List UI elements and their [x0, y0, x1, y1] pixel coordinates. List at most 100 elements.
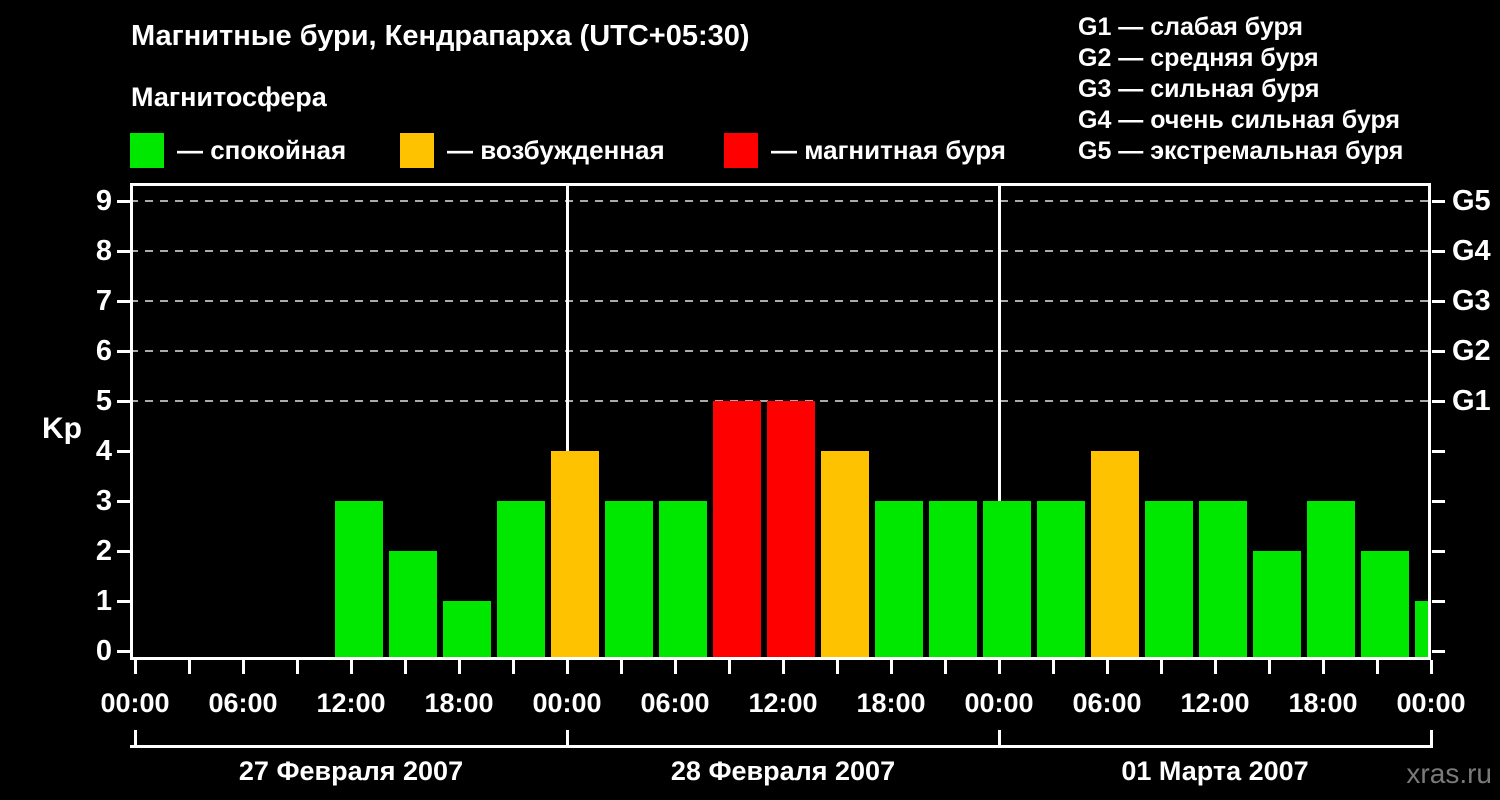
x-axis-tick [1430, 660, 1433, 674]
y-axis-tick-label: 4 [95, 435, 112, 467]
date-label: 28 Февраля 2007 [670, 756, 896, 786]
right-axis-label-g2: G2 [1452, 335, 1491, 367]
x-axis-tick [1322, 660, 1325, 674]
x-axis-tick [296, 660, 299, 674]
time-tick-label: 06:00 [640, 688, 710, 718]
kp-bar [551, 451, 599, 660]
y-axis-tick-label: 2 [95, 535, 112, 567]
time-tick-label: 12:00 [316, 688, 386, 718]
right-axis-label-g4: G4 [1452, 235, 1491, 267]
x-axis-tick [350, 660, 353, 674]
kp-bar [1253, 551, 1301, 660]
x-axis-tick [728, 660, 731, 674]
kp-bar [659, 501, 707, 660]
kp-bar [1199, 501, 1247, 660]
time-tick-label: 06:00 [1072, 688, 1142, 718]
right-axis-tick [1432, 600, 1445, 603]
watermark: xras.ru [1406, 758, 1492, 789]
storm-scale-g1: G1 — слабая буря [1078, 13, 1304, 41]
y-axis-tick-label: 3 [95, 485, 112, 517]
y-axis-tick-label: 9 [95, 185, 112, 217]
x-axis-tick [998, 660, 1001, 674]
time-tick-label: 06:00 [208, 688, 278, 718]
day-boundary-line [566, 183, 569, 660]
kp-bar [767, 401, 815, 660]
y-axis-tick [117, 250, 130, 253]
legend-item-excited: — возбужденная [400, 133, 665, 168]
time-tick-label: 00:00 [1396, 688, 1466, 718]
storm-scale-g4: G4 — очень сильная буря [1078, 106, 1400, 134]
right-axis-label-g1: G1 [1452, 385, 1491, 417]
day-boundary-line [998, 183, 1001, 660]
storm-scale-g5: G5 — экстремальная буря [1078, 137, 1404, 165]
y-axis-tick [117, 300, 130, 303]
x-axis-tick [242, 660, 245, 674]
date-ruler-tick [998, 730, 1001, 748]
kp-bar [1307, 501, 1355, 660]
x-axis-tick [566, 660, 569, 674]
right-axis-tick [1432, 350, 1445, 353]
time-tick-label: 12:00 [1180, 688, 1250, 718]
y-axis-tick [117, 400, 130, 403]
x-axis-tick [1052, 660, 1055, 674]
x-axis-tick [620, 660, 623, 674]
time-tick-label: 00:00 [100, 688, 170, 718]
time-tick-label: 00:00 [964, 688, 1034, 718]
legend-swatch-quiet [130, 133, 164, 168]
x-axis-tick [188, 660, 191, 674]
date-ruler-tick [1430, 730, 1433, 748]
x-axis-tick [458, 660, 461, 674]
kp-bar [875, 501, 923, 660]
kp-bar [821, 451, 869, 660]
time-tick-label: 18:00 [856, 688, 926, 718]
x-axis-tick [1268, 660, 1271, 674]
date-ruler-tick [134, 730, 137, 748]
y-axis-tick-label: 0 [95, 635, 112, 667]
grid-line-kp7 [130, 300, 1431, 302]
y-axis-tick-label: 5 [95, 385, 112, 417]
x-axis-tick [782, 660, 785, 674]
right-axis-tick [1432, 400, 1445, 403]
kp-bar [713, 401, 761, 660]
plot-area [130, 183, 1431, 660]
y-axis-tick [117, 450, 130, 453]
kp-bar [1037, 501, 1085, 660]
right-axis-tick [1432, 300, 1445, 303]
right-axis-tick [1432, 450, 1445, 453]
kp-bar [443, 601, 491, 660]
kp-bar [1145, 501, 1193, 660]
y-axis-tick [117, 600, 130, 603]
time-tick-label: 00:00 [532, 688, 602, 718]
y-axis-tick [117, 650, 130, 653]
legend-item-storm: — магнитная буря [724, 133, 1006, 168]
y-axis-title: Kp [42, 412, 82, 445]
right-axis-tick [1432, 200, 1445, 203]
date-ruler-tick [566, 730, 569, 748]
y-axis-tick [117, 550, 130, 553]
right-axis-tick [1432, 650, 1445, 653]
right-axis-tick [1432, 500, 1445, 503]
x-axis-tick [674, 660, 677, 674]
x-axis-tick [1160, 660, 1163, 674]
legend-label-quiet: — спокойная [177, 135, 347, 165]
kp-bar [983, 501, 1031, 660]
y-axis-tick [117, 500, 130, 503]
kp-bar [1415, 601, 1431, 660]
right-axis-label-g3: G3 [1452, 285, 1491, 317]
legend-swatch-storm [724, 133, 758, 168]
y-axis-tick [117, 200, 130, 203]
time-tick-label: 18:00 [1288, 688, 1358, 718]
page-title: Магнитные бури, Кендрапарха (UTC+05:30) [131, 20, 750, 52]
kp-bar [929, 501, 977, 660]
y-axis-tick-label: 6 [95, 335, 112, 367]
x-axis-tick [1214, 660, 1217, 674]
y-axis-tick-label: 7 [95, 285, 112, 317]
y-axis-tick [117, 350, 130, 353]
storm-scale-legend: G1 — слабая буря G2 — средняя буря G3 — … [1078, 12, 1403, 167]
date-ruler [130, 745, 1431, 748]
right-axis-tick [1432, 550, 1445, 553]
x-axis-tick [890, 660, 893, 674]
x-axis-tick [1376, 660, 1379, 674]
date-label: 27 Февраля 2007 [238, 756, 464, 786]
